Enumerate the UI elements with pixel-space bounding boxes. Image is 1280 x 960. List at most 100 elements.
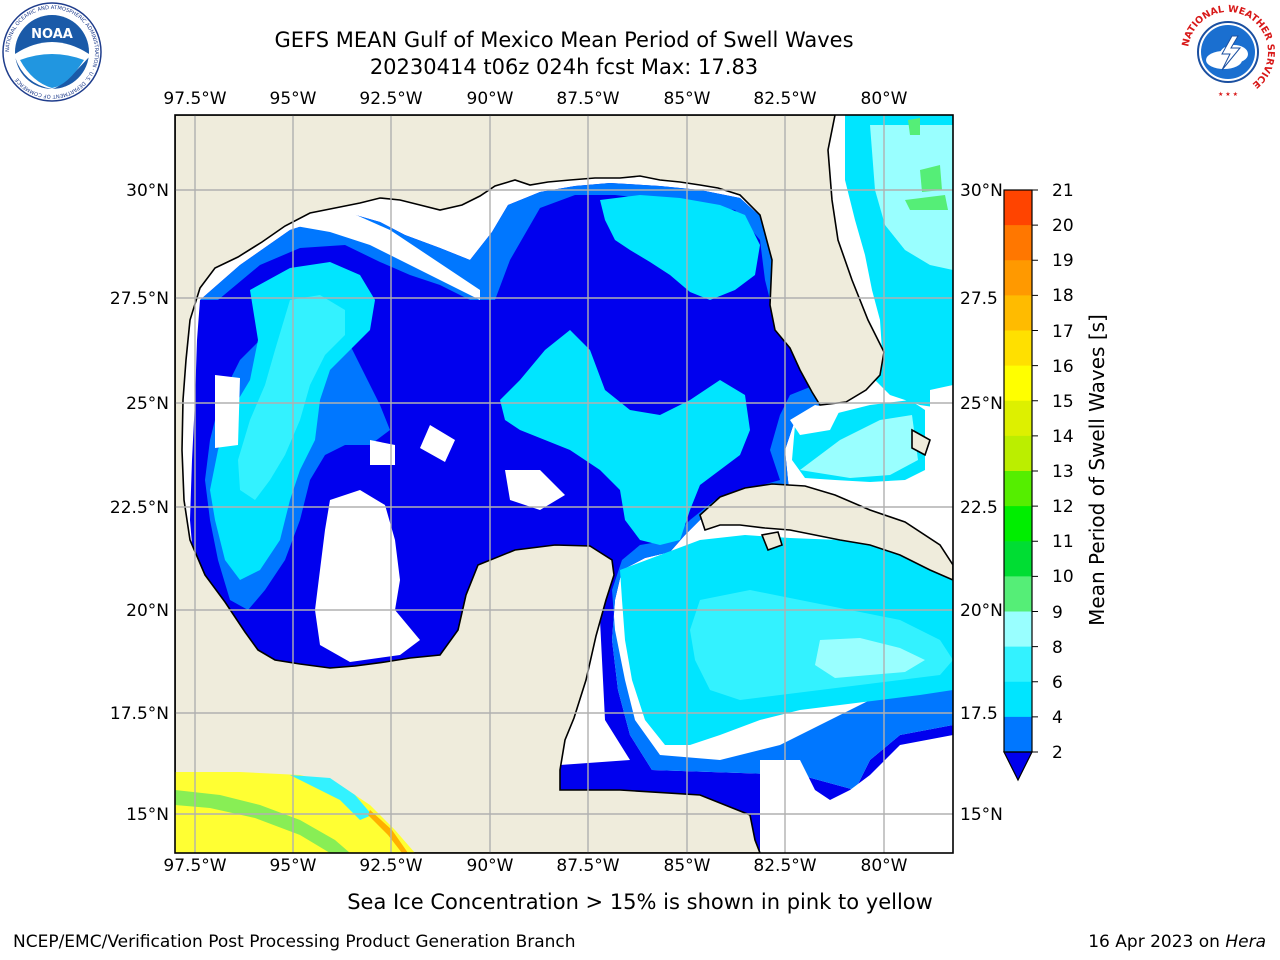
colorbar-swatch [1004,190,1032,226]
map-area [175,115,953,853]
sea-ice-yellow [175,772,415,853]
lon-label-bottom: 87.5°W [556,856,620,876]
colorbar-tick-label: 21 [1052,181,1074,201]
svg-text:NOAA: NOAA [31,27,73,42]
field-gap-texas-shelf [290,210,480,300]
colorbar-swatch [1004,541,1032,577]
field-band-9s-atlantic [870,125,953,270]
colorbar-tick-label: 13 [1052,462,1074,482]
colorbar-tick-label: 9 [1052,602,1063,623]
field-gap-central-a [505,470,565,510]
field-band-4s-gulf [200,183,953,790]
lon-label-bottom: 97.5°W [163,856,227,876]
footer-credit: NCEP/EMC/Verification Post Processing Pr… [13,932,576,952]
colorbar-tick-label: 14 [1052,426,1074,447]
colorbar-tick-label: 2 [1052,743,1063,763]
chart-subtitle: 20230414 t06z 024h fcst Max: 17.83 [369,55,759,79]
sea-ice-region [175,772,415,853]
lon-label-top: 87.5°W [556,89,620,109]
colorbar-tick-label: 6 [1052,672,1063,693]
lat-label-right: 27.5 [960,289,998,309]
colorbar-swatch [1004,225,1032,261]
noaa-logo: NATIONAL OCEANIC AND ATMOSPHERIC ADMINIS… [2,2,102,102]
field-band-9s-caribbean [815,638,925,678]
colorbar-swatch [1004,506,1032,542]
lon-label-bottom: 95°W [269,856,317,876]
lat-label-right: 15°N [960,805,1003,825]
field-gap-campeche [315,490,420,662]
colorbar-tick-label: 10 [1052,567,1074,588]
colorbar-tick-label: 20 [1052,216,1074,237]
field-gap-straits-a [790,405,840,435]
colorbar-extend-triangle [1003,751,1033,782]
colorbar-swatch [1004,646,1032,683]
colorbar-tick-label: 15 [1052,391,1074,412]
map-gridlines [175,115,953,853]
colorbar-swatch [1004,330,1032,367]
lat-label-left: 17.5°N [109,704,169,724]
lat-label-left: 25°N [126,394,169,414]
lon-label-bottom: 82.5°W [753,856,817,876]
sea-ice-cyan-band [290,775,372,820]
svg-text:★ ★ ★: ★ ★ ★ [1218,91,1238,98]
lon-label-bottom: 90°W [466,856,514,876]
footer-date: 16 Apr 2023 on Hera [1088,932,1266,952]
colorbar-swatch [1004,400,1032,437]
colorbar-tick-label: 11 [1052,532,1074,553]
map-frame [174,114,954,854]
sea-ice-green-band [175,790,350,853]
footer-date-text: 16 Apr 2023 on [1088,932,1226,952]
field-patch-9s-c [908,118,920,135]
colorbar-tick-label: 18 [1052,286,1074,307]
field-gap-yucatan-shelf [420,425,455,462]
colorbar-swatch [1004,365,1032,402]
lon-label-top: 97.5°W [163,89,227,109]
lon-label-top: 92.5°W [359,89,423,109]
lat-label-left: 27.5°N [109,289,169,309]
field-band-6s-east [600,195,760,300]
lat-label-right: 17.5 [960,704,998,724]
colorbar-label: Mean Period of Swell Waves [s] [1085,314,1109,626]
field-gap-straits-b [930,385,953,495]
colorbar [1003,189,1038,782]
colorbar-swatch [1004,471,1032,507]
lon-label-top: 95°W [269,89,317,109]
lon-label-bottom: 85°W [663,856,711,876]
lon-label-top: 80°W [860,89,908,109]
colorbar-tick-label: 4 [1052,707,1063,728]
colorbar-swatch [1004,576,1032,612]
field-patch-9s-b [920,165,942,192]
nws-logo: NATIONAL WEATHER SERVICE ★ ★ ★ [1180,4,1276,100]
lat-label-right: 20°N [960,601,1003,621]
cuba-land [699,483,953,581]
field-patch-9s-a [905,195,948,210]
field-band-9s-straits [800,415,918,478]
colorbar-tick-label: 8 [1052,637,1063,658]
land-masses [175,115,953,853]
field-gap-west-a [215,375,240,448]
colorbar-swatch [1004,260,1032,296]
lat-label-left: 15°N [126,805,169,825]
bahamas-land [911,428,931,457]
colorbar-swatch [1004,435,1032,472]
field-gap-central-b [370,440,395,465]
colorbar-swatch [1004,681,1032,718]
footer-host: Hera [1225,932,1266,952]
sea-ice-note: Sea Ice Concentration > 15% is shown in … [347,890,933,914]
colorbar-swatch [1004,716,1032,753]
sea-ice-orange-edge [368,810,408,853]
lon-label-bottom: 80°W [860,856,908,876]
lat-label-right: 22.5 [960,498,998,518]
lon-label-top: 90°W [466,89,514,109]
colorbar-swatch [1004,611,1032,648]
lat-label-left: 22.5°N [109,498,169,518]
lat-label-right: 30°N [960,181,1003,201]
colorbar-tick-label: 12 [1052,497,1074,518]
lat-label-right: 25°N [960,394,1003,414]
colorbar-swatch [1004,295,1032,331]
north-america-land [175,115,885,853]
lon-label-top: 85°W [663,89,711,109]
lat-label-left: 30°N [126,181,169,201]
colorbar-tick-label: 19 [1052,251,1074,272]
